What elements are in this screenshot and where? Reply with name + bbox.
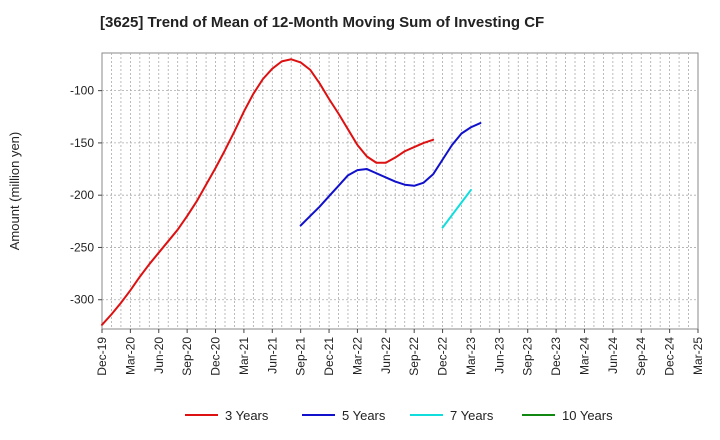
x-tick-label: Sep-24 xyxy=(634,337,648,376)
x-tick-label: Mar-23 xyxy=(464,337,478,375)
x-tick-label: Sep-20 xyxy=(180,337,194,376)
series-line-7-years xyxy=(441,188,472,229)
x-tick-label: Dec-21 xyxy=(322,337,336,376)
x-tick-label: Sep-23 xyxy=(521,337,535,376)
legend-label: 7 Years xyxy=(450,408,494,423)
x-tick-label: Mar-24 xyxy=(577,337,591,375)
x-tick-label: Jun-21 xyxy=(265,337,279,374)
y-axis-ticks: -100 -150 -200 -250 -300 xyxy=(70,84,102,307)
grid-layer xyxy=(102,53,698,329)
x-tick-label: Mar-22 xyxy=(350,337,364,375)
x-axis-ticks: Dec-19 Mar-20 Jun-20 Sep-20 Dec-20 Mar-21 Jun-… xyxy=(95,329,705,376)
x-tick-label: Dec-23 xyxy=(549,337,563,376)
x-tick-label: Mar-25 xyxy=(691,337,705,375)
y-tick-label: -250 xyxy=(70,240,94,254)
x-tick-label: Jun-23 xyxy=(492,337,506,374)
series-line-5-years xyxy=(299,122,482,227)
x-tick-label: Dec-24 xyxy=(663,337,677,376)
x-tick-label: Jun-24 xyxy=(606,337,620,374)
y-tick-label: -300 xyxy=(70,293,94,307)
chart-title: [3625] Trend of Mean of 12-Month Moving … xyxy=(100,14,545,31)
x-tick-label: Mar-21 xyxy=(237,337,251,375)
series-line-3-years xyxy=(101,58,435,326)
legend-label: 10 Years xyxy=(562,408,613,423)
x-tick-label: Sep-21 xyxy=(294,337,308,376)
legend: 3 Years 5 Years 7 Years 10 Years xyxy=(185,408,613,423)
series-layer xyxy=(101,58,482,326)
y-tick-label: -100 xyxy=(70,84,94,98)
legend-label: 5 Years xyxy=(342,408,386,423)
plot-area xyxy=(101,52,699,330)
x-tick-label: Jun-22 xyxy=(379,337,393,374)
x-tick-label: Sep-22 xyxy=(407,337,421,376)
y-tick-label: -150 xyxy=(70,136,94,150)
y-tick-label: -200 xyxy=(70,188,94,202)
x-tick-label: Dec-20 xyxy=(209,337,223,376)
x-tick-label: Dec-19 xyxy=(95,337,109,376)
y-axis-label: Amount (million yen) xyxy=(7,132,22,251)
x-tick-label: Mar-20 xyxy=(123,337,137,375)
x-tick-label: Jun-20 xyxy=(152,337,166,374)
x-tick-label: Dec-22 xyxy=(436,337,450,376)
legend-label: 3 Years xyxy=(225,408,269,423)
